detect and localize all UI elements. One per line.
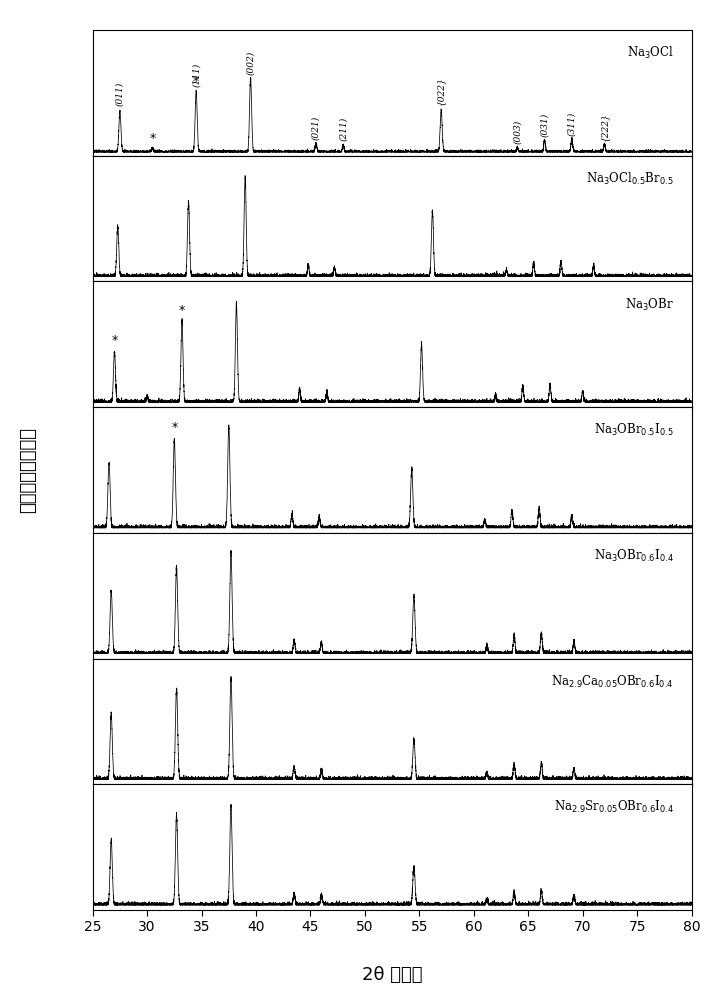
Text: Na$_3$OBr: Na$_3$OBr [625,297,674,313]
Text: {222}: {222} [600,112,609,141]
Text: 2θ （度）: 2θ （度） [362,966,422,984]
Text: *: * [150,132,155,145]
Text: *: * [171,421,178,434]
Text: (031): (031) [540,112,549,137]
Text: Na$_{2.9}$Ca$_{0.05}$OBr$_{0.6}$I$_{0.4}$: Na$_{2.9}$Ca$_{0.05}$OBr$_{0.6}$I$_{0.4}… [551,674,674,690]
Text: (002): (002) [246,51,255,75]
Text: (011): (011) [116,82,124,106]
Text: Na$_3$OBr$_{0.6}$I$_{0.4}$: Na$_3$OBr$_{0.6}$I$_{0.4}$ [594,548,674,564]
Text: *: * [111,334,118,347]
Text: (021): (021) [312,115,320,140]
Text: Na$_{2.9}$Sr$_{0.05}$OBr$_{0.6}$I$_{0.4}$: Na$_{2.9}$Sr$_{0.05}$OBr$_{0.6}$I$_{0.4}… [553,799,674,815]
Text: (211): (211) [339,117,348,141]
Text: (003): (003) [513,120,522,144]
Text: Na$_3$OCl: Na$_3$OCl [627,45,674,61]
Text: *: * [193,75,199,88]
Text: {022}: {022} [436,76,446,105]
Text: (111): (111) [192,63,200,87]
Text: 强度（任意单位）: 强度（任意单位） [19,427,38,513]
Text: *: * [179,304,185,317]
Text: Na$_3$OBr$_{0.5}$I$_{0.5}$: Na$_3$OBr$_{0.5}$I$_{0.5}$ [594,422,674,438]
Text: (311): (311) [568,112,576,136]
Text: Na$_3$OCl$_{0.5}$Br$_{0.5}$: Na$_3$OCl$_{0.5}$Br$_{0.5}$ [586,171,674,187]
